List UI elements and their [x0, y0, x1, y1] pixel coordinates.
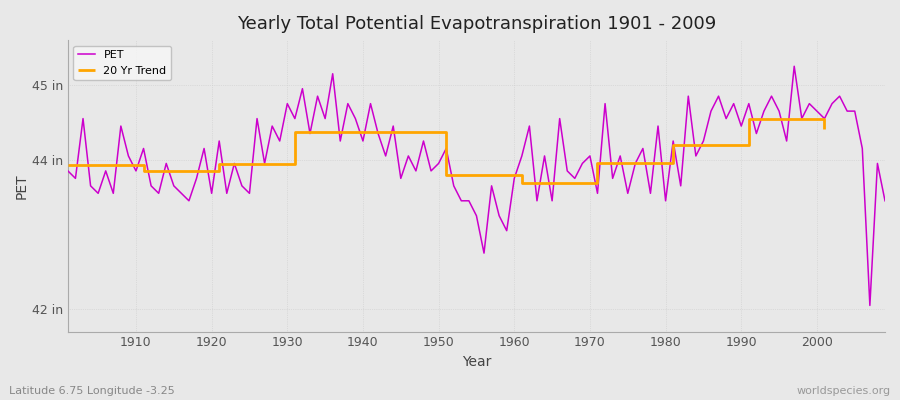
20 Yr Trend — [138, 169, 148, 174]
PET — [501, 228, 512, 233]
20 Yr Trend — [441, 130, 452, 135]
PET — [123, 154, 134, 158]
20 Yr Trend — [441, 172, 452, 177]
20 Yr Trend — [819, 127, 830, 132]
20 Yr Trend — [668, 142, 679, 147]
20 Yr Trend — [743, 142, 754, 147]
PET — [508, 176, 519, 181]
20 Yr Trend — [214, 161, 225, 166]
Line: 20 Yr Trend: 20 Yr Trend — [68, 118, 824, 183]
20 Yr Trend — [668, 161, 679, 166]
Y-axis label: PET: PET — [15, 173, 29, 199]
Title: Yearly Total Potential Evapotranspiration 1901 - 2009: Yearly Total Potential Evapotranspiratio… — [237, 15, 716, 33]
20 Yr Trend — [592, 180, 603, 185]
Legend: PET, 20 Yr Trend: PET, 20 Yr Trend — [74, 46, 171, 80]
20 Yr Trend — [214, 169, 225, 174]
20 Yr Trend — [592, 161, 603, 166]
20 Yr Trend — [517, 180, 527, 185]
PET — [290, 116, 301, 121]
PET — [335, 139, 346, 144]
Text: worldspecies.org: worldspecies.org — [796, 386, 891, 396]
20 Yr Trend — [365, 129, 376, 134]
PET — [788, 64, 799, 69]
X-axis label: Year: Year — [462, 355, 491, 369]
20 Yr Trend — [517, 172, 527, 177]
20 Yr Trend — [290, 161, 301, 166]
Line: PET: PET — [68, 66, 885, 306]
PET — [62, 168, 73, 173]
PET — [865, 303, 876, 308]
20 Yr Trend — [365, 130, 376, 135]
20 Yr Trend — [62, 162, 73, 167]
PET — [879, 198, 890, 203]
20 Yr Trend — [819, 116, 830, 121]
20 Yr Trend — [743, 116, 754, 121]
Text: Latitude 6.75 Longitude -3.25: Latitude 6.75 Longitude -3.25 — [9, 386, 175, 396]
20 Yr Trend — [290, 129, 301, 134]
PET — [599, 101, 610, 106]
20 Yr Trend — [138, 162, 148, 167]
